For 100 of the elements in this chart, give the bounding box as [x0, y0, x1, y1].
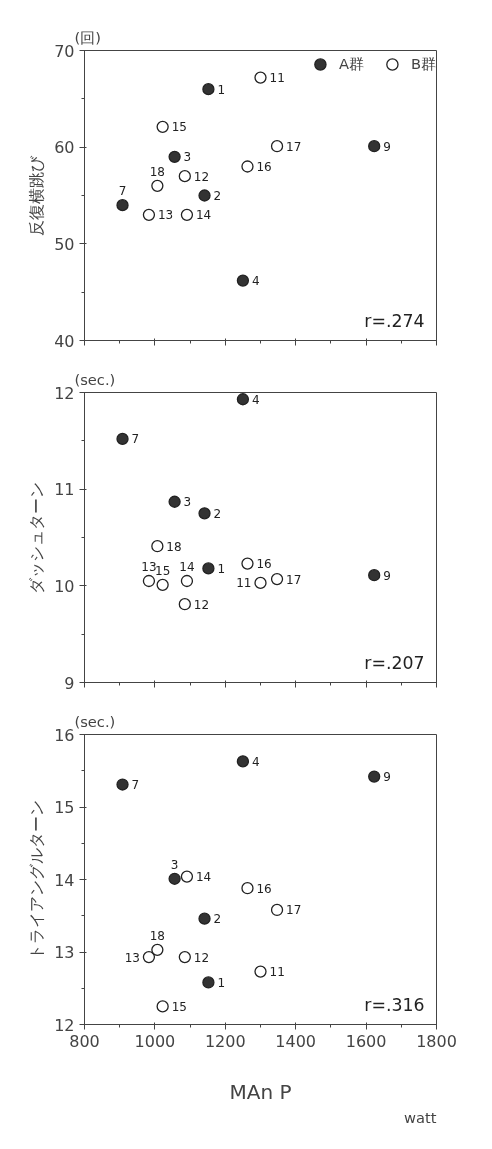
- y-tick-label: 9: [64, 673, 75, 693]
- annotation: 13: [157, 208, 174, 223]
- annotation: 16: [256, 881, 272, 896]
- annotation: 16: [256, 557, 272, 572]
- legend-label: B群: [410, 54, 436, 74]
- annotation: 15: [155, 563, 171, 578]
- annotation: 17: [286, 903, 302, 918]
- point: [178, 170, 191, 183]
- point: [202, 562, 215, 575]
- annotation: 9: [383, 568, 391, 583]
- point: [151, 943, 164, 956]
- point: [368, 770, 381, 783]
- annotation: 2: [213, 506, 222, 521]
- point: [270, 903, 284, 917]
- point: [368, 569, 381, 582]
- point: [270, 572, 284, 586]
- annotation: 2: [213, 912, 222, 927]
- annotation: 17: [286, 139, 302, 154]
- y-tick-label: 50: [54, 234, 75, 254]
- point: [151, 179, 164, 192]
- x-tick-label: 1200: [204, 1031, 246, 1051]
- point: [198, 912, 211, 925]
- annotation: 4: [251, 392, 260, 407]
- point: [142, 574, 156, 588]
- annotation: 4: [251, 274, 260, 289]
- annotation: 14: [195, 208, 212, 223]
- point: [198, 507, 211, 520]
- point: [156, 578, 169, 592]
- annotation: 15: [171, 120, 187, 135]
- y-tick-label: 14: [54, 870, 75, 890]
- point: [236, 274, 250, 287]
- annotation: 13: [141, 560, 157, 574]
- chart-title: (sec.): [74, 370, 116, 388]
- point: [116, 778, 129, 791]
- point: [236, 755, 250, 768]
- annotation: 14: [179, 560, 195, 574]
- annotation: 4: [251, 754, 260, 769]
- annotation: 16: [256, 160, 272, 174]
- annotation: 1: [217, 82, 226, 97]
- point: [236, 393, 250, 406]
- annotation: 3: [170, 857, 179, 872]
- text: watt: [404, 1108, 437, 1126]
- annotation: 18: [149, 928, 166, 943]
- x-tick-label: 1400: [275, 1031, 317, 1051]
- annotation: 11: [269, 71, 285, 86]
- point: [151, 540, 164, 553]
- annotation: 9: [383, 139, 391, 154]
- chart-title: (sec.): [74, 712, 116, 730]
- y-axis-title: トライアングルターン: [27, 799, 47, 960]
- point: [180, 574, 194, 588]
- point: [202, 83, 215, 96]
- y-tick-label: 11: [54, 480, 75, 500]
- point: [270, 140, 284, 153]
- point: [241, 160, 254, 173]
- point: [198, 189, 211, 202]
- annotation: 11: [236, 576, 252, 591]
- annotation: 12: [193, 169, 210, 184]
- point: [168, 872, 181, 885]
- annotation: 15: [171, 999, 187, 1014]
- chart-title: (回): [74, 28, 101, 46]
- annotation: 17: [286, 572, 302, 587]
- point: [180, 870, 194, 883]
- point: [142, 950, 156, 964]
- point: [156, 120, 169, 134]
- point: [168, 150, 181, 163]
- y-tick-label: 70: [54, 41, 75, 61]
- annotation: 9: [383, 770, 391, 785]
- point: [254, 71, 267, 84]
- annotation: 7: [118, 184, 127, 199]
- annotation: 18: [149, 164, 166, 179]
- annotation: 13: [124, 950, 140, 965]
- annotation: 18: [166, 539, 182, 554]
- annotation: 12: [193, 950, 210, 965]
- y-tick-label: 15: [54, 798, 75, 817]
- x-axis-title: MAn P: [229, 1079, 292, 1104]
- annotation: 14: [195, 870, 212, 885]
- y-tick-label: 60: [54, 138, 75, 158]
- annotation: 1: [217, 561, 226, 576]
- annotation: 1: [217, 975, 226, 990]
- annotation: 3: [183, 495, 192, 510]
- y-axis-title: 反復横跳び: [27, 154, 47, 236]
- y-axis-title: ダッシュターン: [27, 481, 47, 594]
- annotation: 3: [183, 150, 192, 165]
- y-tick-label: 13: [54, 943, 75, 962]
- point: [202, 976, 215, 989]
- x-tick-label: 1000: [134, 1031, 176, 1051]
- y-tick-label: 10: [54, 576, 75, 596]
- point: [368, 140, 381, 153]
- point: [168, 495, 181, 508]
- point: [180, 208, 194, 221]
- annotation: 7: [131, 432, 140, 447]
- annotation: r=.207: [364, 652, 425, 673]
- y-tick-label: 12: [54, 383, 75, 403]
- point: [116, 432, 129, 446]
- point: [116, 199, 129, 212]
- point: [254, 965, 267, 978]
- legend-label: A群: [338, 54, 364, 74]
- point: [254, 576, 267, 590]
- annotation: 7: [131, 778, 140, 793]
- point: [178, 598, 191, 611]
